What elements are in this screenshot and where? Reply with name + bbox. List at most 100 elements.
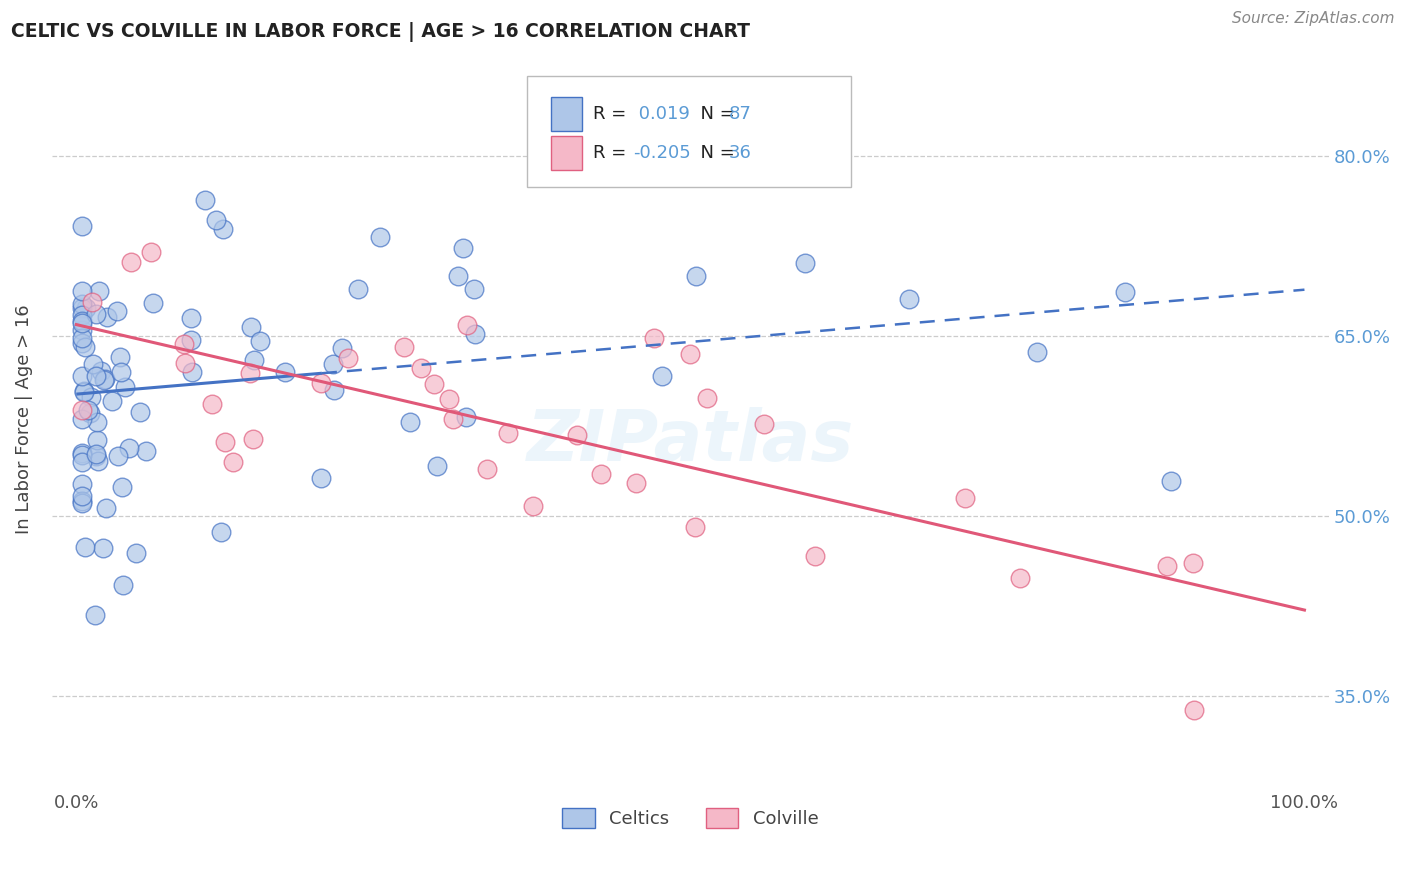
Point <box>330 341 353 355</box>
Text: ZIPatlas: ZIPatlas <box>527 407 853 475</box>
Point <box>72 317 94 331</box>
Legend: Celtics, Colville: Celtics, Colville <box>555 801 825 836</box>
Point <box>87 454 110 468</box>
Point <box>72 476 94 491</box>
Point <box>309 471 332 485</box>
Point <box>82 357 104 371</box>
Point <box>91 541 114 555</box>
Point <box>84 447 107 461</box>
Point <box>120 255 142 269</box>
Point <box>685 268 707 283</box>
Point <box>101 393 124 408</box>
Point <box>683 520 706 534</box>
Point <box>84 368 107 383</box>
Point <box>456 318 478 332</box>
Point <box>72 446 94 460</box>
Point <box>73 384 96 399</box>
Point <box>142 296 165 310</box>
Point <box>96 310 118 324</box>
Point <box>72 369 94 384</box>
Point <box>73 340 96 354</box>
Text: Source: ZipAtlas.com: Source: ZipAtlas.com <box>1232 11 1395 26</box>
Point <box>173 336 195 351</box>
Point <box>898 292 921 306</box>
Point <box>454 410 477 425</box>
Text: 87: 87 <box>728 105 751 123</box>
Point <box>322 357 344 371</box>
Point <box>214 434 236 449</box>
Point <box>72 448 94 462</box>
Point <box>86 415 108 429</box>
Text: 36: 36 <box>728 145 751 162</box>
Point <box>72 493 94 508</box>
Point <box>110 365 132 379</box>
Point <box>125 546 148 560</box>
Point <box>110 350 132 364</box>
Point <box>93 373 115 387</box>
Point <box>591 467 613 482</box>
Point <box>90 364 112 378</box>
Point <box>72 314 94 328</box>
Point <box>953 491 976 506</box>
Point <box>94 372 117 386</box>
Point <box>399 416 422 430</box>
Point <box>496 425 519 440</box>
Point <box>139 244 162 259</box>
Y-axis label: In Labor Force | Age > 16: In Labor Force | Age > 16 <box>15 305 32 534</box>
Point <box>437 392 460 406</box>
Point <box>205 213 228 227</box>
Text: -0.205: -0.205 <box>633 145 690 162</box>
Point <box>194 194 217 208</box>
Point <box>696 391 718 405</box>
Point <box>336 351 359 365</box>
Text: R =: R = <box>593 145 633 162</box>
Point <box>75 301 97 315</box>
Point <box>72 331 94 345</box>
Point <box>475 462 498 476</box>
Text: N =: N = <box>689 105 741 123</box>
Text: N =: N = <box>689 145 741 162</box>
Point <box>96 500 118 515</box>
Point <box>111 480 134 494</box>
Point <box>309 376 332 390</box>
Point <box>72 496 94 510</box>
Text: CELTIC VS COLVILLE IN LABOR FORCE | AGE > 16 CORRELATION CHART: CELTIC VS COLVILLE IN LABOR FORCE | AGE … <box>11 22 751 42</box>
Point <box>249 334 271 348</box>
Point <box>72 455 94 469</box>
Point <box>86 434 108 448</box>
Point <box>72 219 94 234</box>
Point <box>209 524 232 539</box>
Point <box>72 284 94 298</box>
Point <box>72 323 94 337</box>
Point <box>221 455 243 469</box>
Point <box>76 403 98 417</box>
Point <box>464 327 486 342</box>
Point <box>409 360 432 375</box>
Point <box>87 285 110 299</box>
Point <box>72 336 94 351</box>
Point <box>180 334 202 348</box>
Point <box>463 282 485 296</box>
Point <box>441 412 464 426</box>
Point <box>322 383 344 397</box>
Point <box>72 297 94 311</box>
Point <box>447 268 470 283</box>
Point <box>118 441 141 455</box>
Point <box>368 229 391 244</box>
Point <box>72 403 94 417</box>
Point <box>243 353 266 368</box>
Point <box>423 377 446 392</box>
Point <box>180 310 202 325</box>
Point <box>567 428 589 442</box>
Point <box>522 499 544 513</box>
Point <box>394 340 416 354</box>
Text: R =: R = <box>593 105 633 123</box>
Point <box>72 308 94 322</box>
Point <box>1160 474 1182 488</box>
Point <box>1181 556 1204 570</box>
Point <box>107 304 129 318</box>
Point <box>451 241 474 255</box>
Point <box>273 366 295 380</box>
Point <box>79 406 101 420</box>
Point <box>212 222 235 236</box>
